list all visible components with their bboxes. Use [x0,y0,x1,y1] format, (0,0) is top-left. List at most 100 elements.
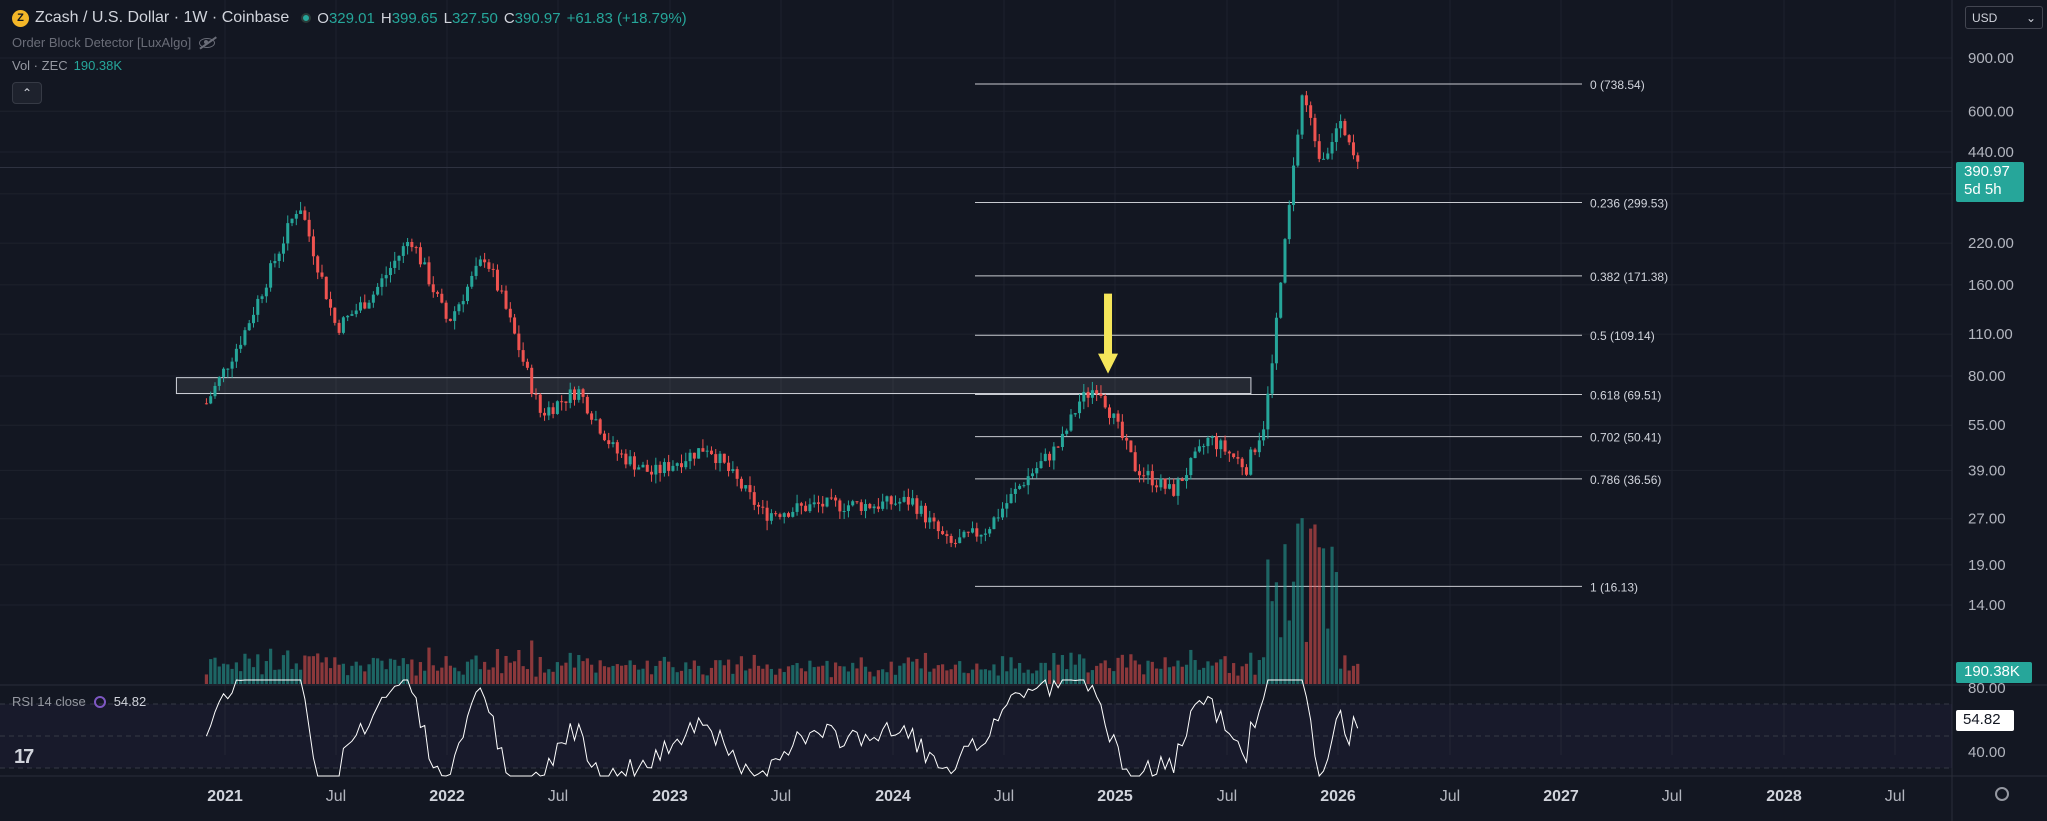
settings-gear-icon[interactable] [1995,787,2009,801]
volume-bar [1086,672,1090,684]
volume-bar [804,671,808,684]
candle-body [602,433,606,441]
volume-bar [825,660,829,684]
volume-bar [251,667,256,684]
volume-bar [821,665,825,684]
candle-body [1112,413,1116,418]
candle-body [692,452,696,459]
candle-body [709,450,713,455]
volume-bar [829,677,833,684]
volume-bar [470,659,474,684]
price-tick-label: 55.00 [1968,417,2006,434]
candle-body [470,275,474,287]
candle-body [769,513,773,521]
candle-body [290,218,294,224]
volume-bar [1095,665,1099,684]
candle-body [761,506,765,508]
volume-bar [782,672,786,684]
volume-bar [264,661,268,684]
candle-body [594,419,598,421]
hidden-eye-icon[interactable] [199,37,216,48]
candle-body [1270,363,1274,394]
last-price-tag: 390.97 5d 5h [1956,162,2024,202]
candle-body [1215,436,1219,450]
indicator-legend[interactable]: Order Block Detector [LuxAlgo] [12,35,216,50]
candle-body [269,263,273,288]
volume-bar [645,660,649,684]
candle-body [675,463,679,466]
volume-bar [448,665,452,684]
volume-bar [1214,662,1219,684]
volume-legend[interactable]: Vol · ZEC 190.38K [12,58,122,73]
time-axis: 2021 Jul 2022 Jul 2023 Jul 2024 Jul 2025 Jul 2026 J… [207,788,1905,805]
candle-body [1060,433,1064,448]
volume-bar [1356,663,1360,684]
volume-bar [1112,671,1116,684]
volume-bar [881,669,885,684]
time-tick-label: 2021 [207,788,243,805]
volume-bar [1154,668,1159,684]
candle-body [812,502,816,505]
rsi-legend[interactable]: RSI 14 close 54.82 [12,694,146,709]
volume-bar [350,665,354,684]
candle-body [483,259,487,263]
volume-bar [953,664,958,684]
volume-bar [1326,628,1330,684]
time-tick-label: Jul [771,788,791,805]
candle-body [757,504,761,507]
volume-bar [756,665,761,684]
candle-body [701,448,705,452]
volume-bar [1073,664,1077,684]
volume-bar [542,672,547,684]
volume-bar [435,670,440,684]
volume-bar [461,674,465,684]
candle-body [1137,471,1141,476]
price-tick-label: 19.00 [1968,557,2006,574]
volume-bar [1266,559,1270,684]
time-tick-label: Jul [1885,788,1905,805]
volume-bar [619,665,624,684]
tradingview-logo[interactable]: 17 [14,746,34,768]
volume-bar [1287,620,1291,684]
candle-body [1018,485,1022,489]
volume-bar [457,671,461,684]
volume-bar [684,662,688,684]
symbol-title[interactable]: Zcash / U.S. Dollar · 1W · Coinbase [35,9,290,26]
candle-body [359,302,363,311]
volume-bar [992,664,996,684]
volume-bar [1035,670,1039,684]
candle-body [555,401,559,414]
volume-bar [966,673,970,684]
candle-body [560,401,564,403]
volume-bar [239,671,243,684]
candle-body [816,502,820,504]
volume-bar [637,669,641,684]
volume-bar [217,666,221,684]
time-tick-label: Jul [994,788,1014,805]
candle-body [1022,485,1026,487]
candle-body [1116,413,1120,422]
collapse-legend-button[interactable]: ⌃ [12,82,42,104]
indicator-name: Order Block Detector [LuxAlgo] [12,35,192,50]
candles [204,90,1360,548]
volume-bar [1283,544,1287,684]
volume-bar [397,665,401,684]
volume-bar [615,664,619,684]
candle-body [983,533,987,535]
price-tick-label: 900.00 [1968,50,2014,67]
candle-body [1155,485,1159,488]
candle-body [1142,475,1146,477]
volume-bar [1056,664,1060,684]
volume-bar [209,659,213,684]
volume-bar [607,667,611,684]
candle-body [958,537,962,544]
volume-bar [269,648,273,684]
candle-body [371,294,375,303]
volume-bar [1257,659,1261,684]
volume-bar [598,660,602,684]
currency-select[interactable]: USD ⌄ [1965,6,2043,29]
volume-bar [996,675,1000,684]
volume-bar [714,660,718,684]
candle-body [247,323,251,331]
